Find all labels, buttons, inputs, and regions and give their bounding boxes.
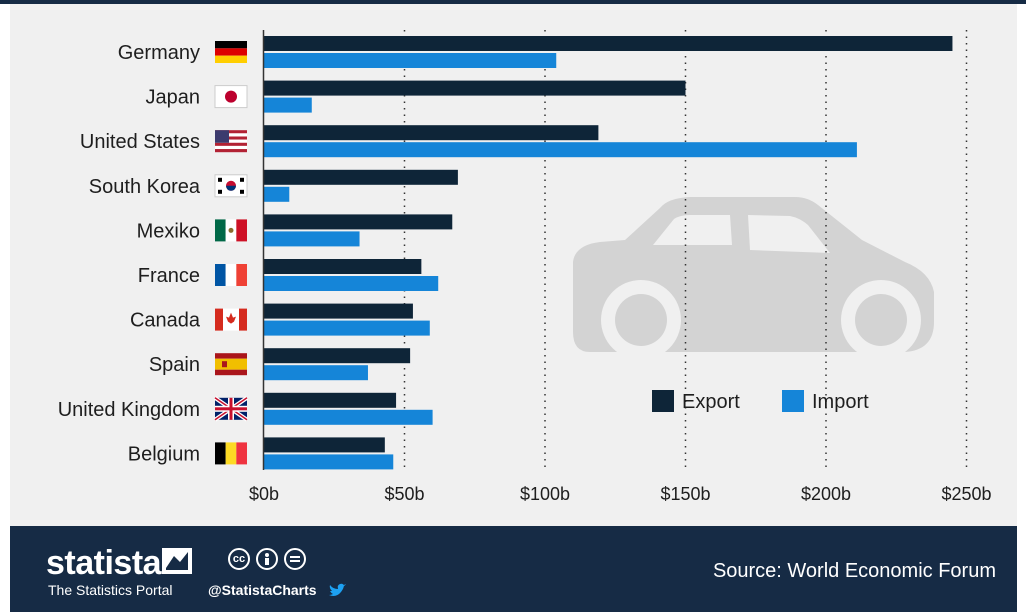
bar-import [264, 53, 557, 68]
bar-export [264, 214, 453, 230]
legend: Export Import [652, 390, 869, 413]
car-icon [573, 197, 934, 360]
category-label: Canada [130, 310, 201, 332]
category-label: Spain [149, 354, 200, 376]
bar-export [264, 125, 599, 141]
x-tick-label: $50b [384, 484, 424, 504]
bar-export [264, 348, 411, 364]
mexiko-flag-icon [215, 219, 247, 242]
brand-name: statista [46, 544, 162, 582]
x-tick-label: $150b [660, 484, 710, 504]
legend-swatch-export [652, 390, 674, 412]
category-labels: Germany Japan United States South Korea Mexi… [58, 42, 201, 465]
x-tick-label: $250b [941, 484, 991, 504]
category-label: France [138, 265, 200, 287]
flags [213, 41, 249, 465]
bar-import [264, 276, 439, 291]
bar-import [264, 186, 290, 202]
bar-import [264, 454, 394, 470]
x-tick-label: $100b [520, 484, 570, 504]
bar-import [264, 320, 430, 336]
footer: statista The Statistics Portal cc @Stati… [10, 526, 1017, 612]
bar-import [264, 365, 368, 381]
legend-label-export: Export [682, 391, 740, 413]
brand-tagline: The Statistics Portal [48, 582, 173, 598]
x-tick-labels: $0b $50b $100b $150b $200b $250b [249, 484, 992, 504]
category-label: United States [80, 131, 200, 153]
bar-export [264, 437, 385, 453]
bar-import [264, 97, 312, 113]
bar-export [264, 303, 413, 319]
source-text: Source: World Economic Forum [712, 560, 996, 582]
legend-label-import: Import [812, 391, 869, 413]
bars [264, 36, 953, 470]
bar-import [264, 409, 433, 425]
top-bar [0, 0, 1026, 4]
category-label: Germany [118, 42, 200, 64]
spain-flag-icon [215, 353, 247, 376]
united-kingdom-flag-icon [213, 396, 249, 422]
bar-export [264, 80, 686, 96]
by-icon [256, 548, 278, 570]
category-label: Mexiko [137, 220, 200, 242]
bar-chart: Germany Japan United States South Korea Mexi… [58, 30, 992, 504]
belgium-flag-icon [215, 442, 247, 465]
france-flag-icon [215, 264, 247, 286]
bar-import [264, 231, 360, 247]
category-label: United Kingdom [58, 399, 200, 421]
germany-flag-icon [215, 41, 247, 63]
bar-export [264, 169, 458, 185]
category-label: Belgium [128, 443, 200, 465]
united-states-flag-icon [215, 130, 247, 153]
japan-flag-icon [214, 85, 248, 109]
bar-export [264, 259, 422, 274]
category-label: South Korea [89, 176, 201, 198]
bar-export [264, 36, 953, 51]
twitter-bird-icon [329, 583, 346, 596]
canada-flag-icon [215, 308, 247, 331]
x-tick-label: $0b [249, 484, 279, 504]
bar-import [264, 142, 857, 158]
cc-icon: cc [228, 548, 250, 570]
legend-swatch-import [782, 390, 804, 412]
x-tick-label: $200b [801, 484, 851, 504]
category-label: Japan [146, 87, 201, 109]
twitter-handle[interactable]: @StatistaCharts [208, 582, 317, 598]
bar-export [264, 392, 397, 408]
statista-logo-icon [162, 548, 192, 574]
south-korea-flag-icon [214, 174, 248, 198]
license-icons: cc [228, 548, 306, 570]
nd-icon [284, 548, 306, 570]
